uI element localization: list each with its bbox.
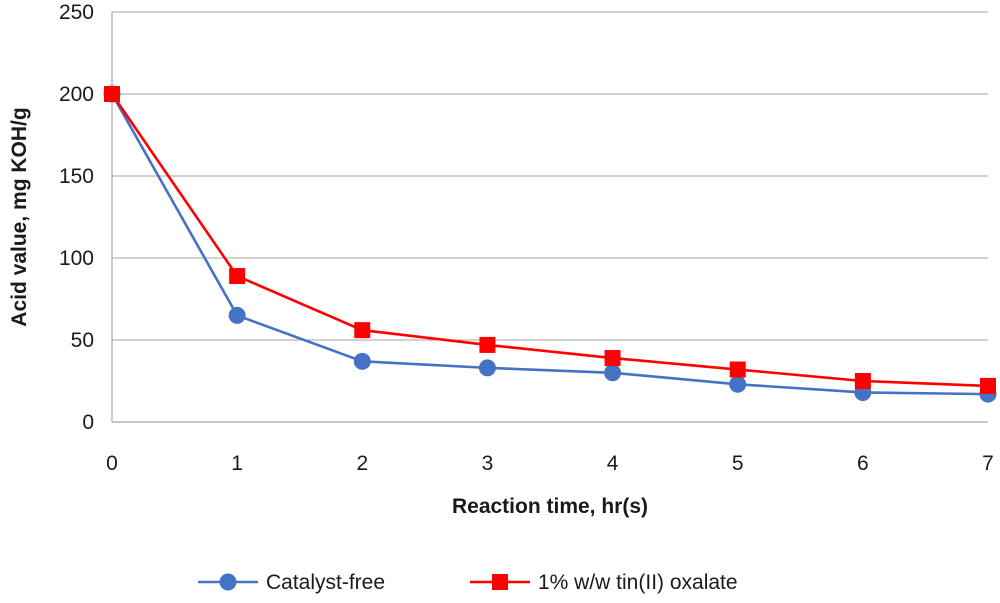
- y-tick-label: 100: [59, 247, 94, 270]
- series-line: [110, 93, 989, 396]
- x-tick-label: 0: [106, 452, 118, 475]
- gridlines: [112, 11, 988, 341]
- data-point: [229, 268, 246, 285]
- data-point: [104, 86, 120, 102]
- data-point: [729, 375, 747, 393]
- axes: [111, 12, 988, 423]
- x-axis-title: Reaction time, hr(s): [452, 495, 648, 518]
- data-point: [980, 377, 996, 394]
- y-tick-label: 0: [82, 411, 94, 434]
- y-tick-labels: 0 50 100 150 200 250: [59, 1, 94, 434]
- y-tick-label: 150: [59, 165, 94, 188]
- legend-entry: Catalyst-free: [198, 571, 385, 594]
- y-tick-label: 200: [59, 83, 94, 106]
- legend: Catalyst-free 1% w/w tin(II) oxalate: [198, 571, 738, 594]
- y-tick-label: 250: [59, 1, 94, 24]
- x-tick-label: 6: [857, 452, 869, 475]
- data-point: [353, 352, 371, 370]
- legend-marker: [492, 574, 508, 590]
- x-tick-label: 3: [482, 452, 494, 475]
- data-point: [854, 373, 871, 389]
- x-tick-label: 4: [607, 452, 619, 475]
- legend-label: 1% w/w tin(II) oxalate: [538, 571, 738, 594]
- legend-marker: [219, 573, 237, 591]
- data-point: [479, 336, 496, 353]
- data-point: [228, 306, 246, 324]
- legend-label: Catalyst-free: [266, 571, 385, 594]
- data-point: [604, 350, 621, 367]
- x-tick-labels: 0 1 2 3 4 5 6 7: [106, 452, 994, 475]
- series-1: [103, 85, 997, 403]
- y-tick-label: 50: [71, 329, 94, 352]
- data-point: [478, 359, 496, 377]
- x-tick-label: 5: [732, 452, 744, 475]
- data-point: [729, 361, 746, 378]
- x-tick-label: 2: [356, 452, 368, 475]
- x-tick-label: 1: [231, 452, 243, 475]
- series-2: [104, 86, 996, 394]
- series-line: [110, 93, 989, 388]
- x-tick-label: 7: [982, 452, 994, 475]
- data-point: [354, 322, 371, 339]
- legend-entry: 1% w/w tin(II) oxalate: [470, 571, 738, 594]
- data-point: [604, 364, 622, 382]
- series: [103, 85, 997, 403]
- y-axis-title: Acid value, mg KOH/g: [8, 107, 31, 326]
